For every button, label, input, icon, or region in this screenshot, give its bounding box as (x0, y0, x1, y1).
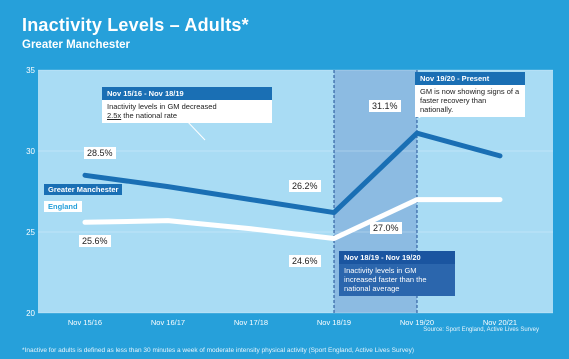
label-gm-mid: 26.2% (289, 180, 321, 192)
annotation-3-body: GM is now showing signs of a faster reco… (415, 85, 525, 117)
series-line-greater-manchester (82, 130, 503, 216)
page-title: Inactivity Levels – Adults* (22, 15, 249, 35)
x-tick-label: Nov 15/16 (68, 318, 102, 327)
annotation-2-body: Inactivity levels in GM increased faster… (344, 266, 427, 293)
annotation-3-title: Nov 19/20 - Present (415, 72, 525, 85)
label-eng-start: 25.6% (79, 235, 111, 247)
annotation-2-title: Nov 18/19 - Nov 19/20 (339, 251, 455, 264)
x-tick-label: Nov 20/21 (483, 318, 517, 327)
label-gm-start: 28.5% (84, 147, 116, 159)
annotation-1-body: Inactivity levels in GM decreased (107, 102, 217, 111)
annotation-box-3: Nov 19/20 - Present GM is now showing si… (415, 72, 525, 117)
x-tick-label: Nov 17/18 (234, 318, 268, 327)
y-tick-label: 20 (26, 309, 35, 318)
legend-england: England (44, 201, 82, 212)
legend-greater-manchester: Greater Manchester (44, 184, 123, 195)
x-tick-label: Nov 18/19 (317, 318, 351, 327)
source-note: Source: Sport England, Active Lives Surv… (423, 327, 539, 333)
annotation-1-title: Nov 15/16 - Nov 18/19 (102, 87, 272, 100)
x-tick-label: Nov 16/17 (151, 318, 185, 327)
footnote: *Inactive for adults is defined as less … (22, 347, 415, 354)
label-eng-peak: 27.0% (370, 222, 402, 234)
y-tick-label: 30 (26, 147, 35, 156)
y-tick-label: 25 (26, 228, 35, 237)
x-tick-label: Nov 19/20 (400, 318, 434, 327)
annotation-1-emphasis: 2.5x (107, 111, 122, 120)
y-tick-label: 35 (26, 66, 35, 75)
series-line-england (82, 197, 503, 241)
annotation-box-1: Nov 15/16 - Nov 18/19 Inactivity levels … (102, 87, 272, 123)
label-gm-peak: 31.1% (369, 100, 401, 112)
annotation-box-2: Nov 18/19 - Nov 19/20 Inactivity levels … (339, 251, 455, 296)
page-subtitle: Greater Manchester (22, 39, 131, 51)
label-eng-mid: 24.6% (289, 255, 321, 267)
annotation-1-body-rest: the national rate (121, 111, 178, 120)
